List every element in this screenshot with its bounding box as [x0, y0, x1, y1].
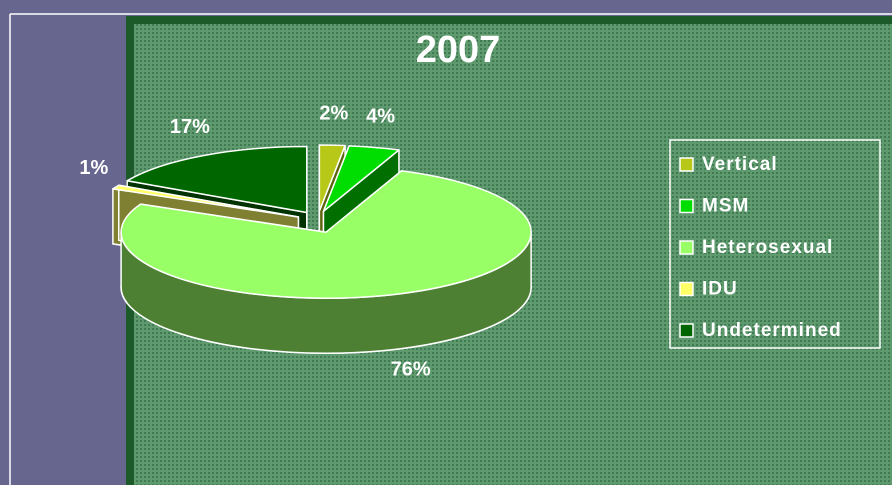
data-label: 4% [366, 105, 395, 127]
slice-top [120, 170, 532, 299]
slice-top [322, 145, 400, 213]
slice-top [112, 184, 300, 218]
data-label: 17% [170, 116, 210, 138]
slice [120, 170, 532, 354]
data-label: 76% [391, 358, 431, 380]
legend-swatch [679, 281, 694, 297]
slice-top [318, 144, 346, 212]
legend-swatch [679, 198, 694, 214]
chart-title: 2007 [416, 29, 501, 71]
legend-box [669, 139, 881, 349]
legend-swatch [679, 240, 694, 255]
legend-label: Undetermined [702, 320, 842, 341]
legend-label: Heterosexual [702, 237, 833, 258]
legend-label: Vertical [702, 154, 778, 175]
legend-label: MSM [702, 196, 749, 217]
slice-top [126, 145, 308, 214]
legend-label: IDU [702, 279, 738, 300]
data-label: 1% [79, 157, 108, 179]
legend-swatch [679, 323, 694, 338]
legend-swatch [679, 157, 694, 172]
data-label: 2% [319, 102, 348, 124]
